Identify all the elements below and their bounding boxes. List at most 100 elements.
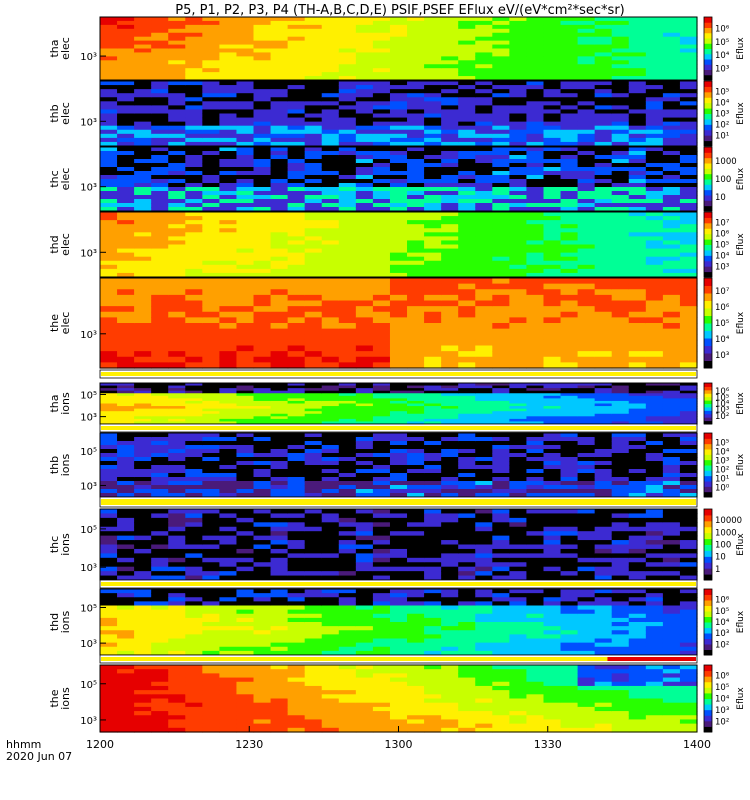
spectrogram-cell — [577, 220, 596, 225]
spectrogram-cell — [441, 306, 459, 313]
spectrogram-cell — [117, 593, 135, 598]
colorbar-segment — [704, 168, 712, 175]
spectrogram-cell — [151, 562, 169, 568]
spectrogram-cell — [543, 264, 562, 270]
spectrogram-cell — [117, 133, 135, 139]
spectrogram-cell — [219, 334, 238, 341]
spectrogram-cell — [611, 72, 630, 77]
spectrogram-cell — [270, 400, 289, 405]
spectrogram-cell — [304, 117, 323, 123]
panel-ylabel: thbions — [48, 453, 72, 476]
spectrogram-cell — [168, 17, 186, 22]
spectrogram-cell — [355, 179, 374, 184]
spectrogram-cell — [134, 199, 152, 204]
spectrogram-cell — [492, 390, 510, 394]
spectrogram-cell — [202, 117, 220, 123]
spectrogram-cell — [219, 232, 238, 237]
spectrogram-cell — [321, 311, 340, 318]
spectrogram-cell — [321, 445, 340, 450]
spectrogram-cell — [236, 268, 255, 274]
spectrogram-cell — [441, 535, 459, 541]
spectrogram-cell — [679, 398, 698, 402]
spectrogram-cell — [202, 390, 220, 394]
spectrogram-cell — [100, 141, 118, 147]
spectrogram-cell — [441, 566, 459, 572]
spectrogram-cell — [134, 28, 152, 34]
colorbar-segment — [704, 568, 712, 575]
spectrogram-cell — [509, 125, 528, 131]
spectrogram-cell — [338, 121, 357, 127]
spectrogram-cell — [168, 125, 186, 131]
spectrogram-cell — [202, 141, 220, 147]
spectrogram-cell — [287, 390, 306, 394]
spectrogram-cell — [577, 461, 596, 466]
spectrogram-cell — [492, 179, 510, 184]
spectrogram-cell — [321, 544, 340, 550]
spectrogram-cell — [117, 385, 135, 389]
spectrogram-cell — [151, 481, 169, 486]
spectrogram-cell — [509, 24, 528, 30]
spectrogram-cell — [389, 461, 408, 466]
spectrogram-cell — [219, 622, 238, 627]
spectrogram-cell — [492, 195, 510, 200]
spectrogram-cell — [355, 232, 374, 237]
spectrogram-cell — [304, 137, 323, 143]
spectrogram-cell — [441, 477, 459, 482]
spectrogram-cell — [151, 609, 169, 615]
spectrogram-cell — [407, 171, 425, 176]
spectrogram-cell — [389, 216, 408, 221]
spectrogram-cell — [270, 147, 289, 152]
spectrogram-cell — [679, 517, 698, 523]
spectrogram-cell — [338, 167, 357, 172]
spectrogram-cell — [628, 207, 647, 212]
spectrogram-cell — [389, 17, 408, 22]
spectrogram-cell — [355, 89, 374, 94]
spectrogram-cell — [270, 137, 289, 143]
spectrogram-cell — [475, 228, 493, 233]
spectrogram-cell — [321, 416, 340, 420]
spectrogram-cell — [253, 362, 272, 369]
spectrogram-cell — [185, 76, 203, 81]
spectrogram-cell — [372, 109, 391, 115]
spectrogram-cell — [441, 268, 459, 274]
spectrogram-cell — [628, 411, 647, 415]
spectrogram-cell — [526, 264, 545, 270]
spectrogram-cell — [475, 544, 493, 550]
spectrogram-cell — [441, 191, 459, 196]
spectrogram-cell — [202, 199, 220, 204]
spectrogram-cell — [543, 167, 562, 172]
spectrogram-cell — [509, 403, 528, 407]
spectrogram-cell — [151, 646, 169, 652]
spectrogram-cell — [304, 101, 323, 106]
spectrogram-cell — [628, 323, 647, 330]
spectrogram-cell — [117, 264, 135, 270]
spectrogram-cell — [611, 199, 630, 204]
spectrogram-cell — [475, 393, 493, 397]
spectrogram-cell — [253, 28, 272, 34]
spectrogram-cell — [219, 535, 238, 541]
spectrogram-cell — [509, 469, 528, 474]
spectrogram-cell — [475, 125, 493, 131]
spectrogram-cell — [407, 60, 425, 65]
spectrogram-cell — [151, 416, 169, 420]
spectrogram-cell — [594, 473, 613, 478]
ylabel-line: thc — [48, 170, 61, 187]
spectrogram-cell — [134, 597, 152, 602]
spectrogram-cell — [151, 20, 169, 26]
spectrogram-cell — [287, 272, 306, 278]
spectrogram-cell — [577, 163, 596, 168]
spectrogram-cell — [304, 406, 323, 410]
spectrogram-cell — [253, 642, 272, 648]
spectrogram-cell — [611, 52, 630, 57]
spectrogram-cell — [543, 207, 562, 212]
spectrogram-cell — [662, 183, 681, 188]
spectrogram-cell — [185, 89, 203, 94]
spectrogram-cell — [560, 526, 579, 532]
spectrogram-cell — [134, 413, 152, 417]
spectrogram-cell — [219, 40, 238, 46]
spectrogram-cell — [338, 40, 357, 46]
spectrogram-cell — [338, 400, 357, 405]
spectrogram-cell — [372, 457, 391, 462]
spectrogram-cell — [509, 64, 528, 69]
spectrogram-cell — [475, 256, 493, 262]
